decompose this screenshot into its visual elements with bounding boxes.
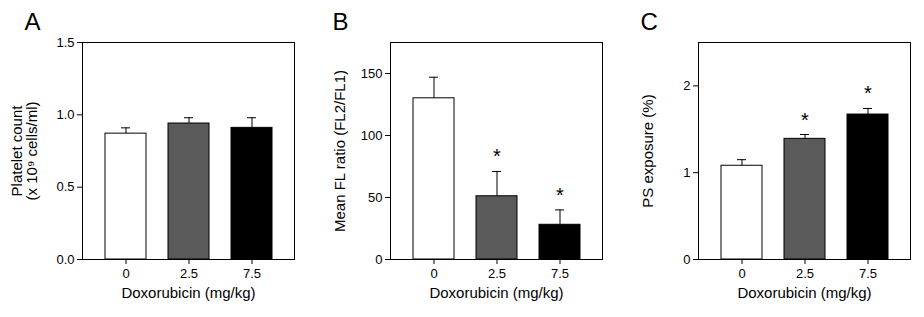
svg-text:Doxorubicin (mg/kg): Doxorubicin (mg/kg) bbox=[737, 284, 871, 301]
svg-text:*: * bbox=[864, 82, 872, 104]
svg-text:B: B bbox=[333, 8, 349, 35]
svg-text:2: 2 bbox=[683, 78, 690, 93]
svg-text:0: 0 bbox=[122, 266, 129, 281]
svg-text:0.0: 0.0 bbox=[56, 252, 74, 267]
svg-text:0: 0 bbox=[683, 252, 690, 267]
svg-text:Doxorubicin (mg/kg): Doxorubicin (mg/kg) bbox=[121, 284, 255, 301]
svg-text:50: 50 bbox=[368, 190, 382, 205]
svg-text:Platelet count(x 10⁹ cells/ml): Platelet count(x 10⁹ cells/ml) bbox=[8, 102, 40, 201]
svg-text:0.5: 0.5 bbox=[56, 179, 74, 194]
svg-text:Mean FL ratio (FL2/FL1): Mean FL ratio (FL2/FL1) bbox=[331, 70, 348, 232]
svg-text:7.5: 7.5 bbox=[243, 266, 261, 281]
svg-text:0: 0 bbox=[430, 266, 437, 281]
svg-text:1.5: 1.5 bbox=[56, 35, 74, 50]
svg-text:1.0: 1.0 bbox=[56, 107, 74, 122]
svg-text:0: 0 bbox=[375, 252, 382, 267]
svg-text:*: * bbox=[801, 109, 809, 131]
svg-text:A: A bbox=[25, 8, 41, 35]
svg-text:100: 100 bbox=[361, 128, 383, 143]
svg-text:7.5: 7.5 bbox=[551, 266, 569, 281]
svg-text:7.5: 7.5 bbox=[859, 266, 877, 281]
svg-text:2.5: 2.5 bbox=[796, 266, 814, 281]
svg-text:PS exposure (%): PS exposure (%) bbox=[639, 94, 656, 207]
svg-text:C: C bbox=[641, 8, 658, 35]
svg-text:*: * bbox=[493, 145, 501, 167]
svg-text:150: 150 bbox=[361, 66, 383, 81]
svg-text:2.5: 2.5 bbox=[488, 266, 506, 281]
svg-text:*: * bbox=[556, 184, 564, 206]
svg-text:0: 0 bbox=[738, 266, 745, 281]
svg-text:1: 1 bbox=[683, 165, 690, 180]
svg-text:Doxorubicin (mg/kg): Doxorubicin (mg/kg) bbox=[429, 284, 563, 301]
svg-text:2.5: 2.5 bbox=[180, 266, 198, 281]
